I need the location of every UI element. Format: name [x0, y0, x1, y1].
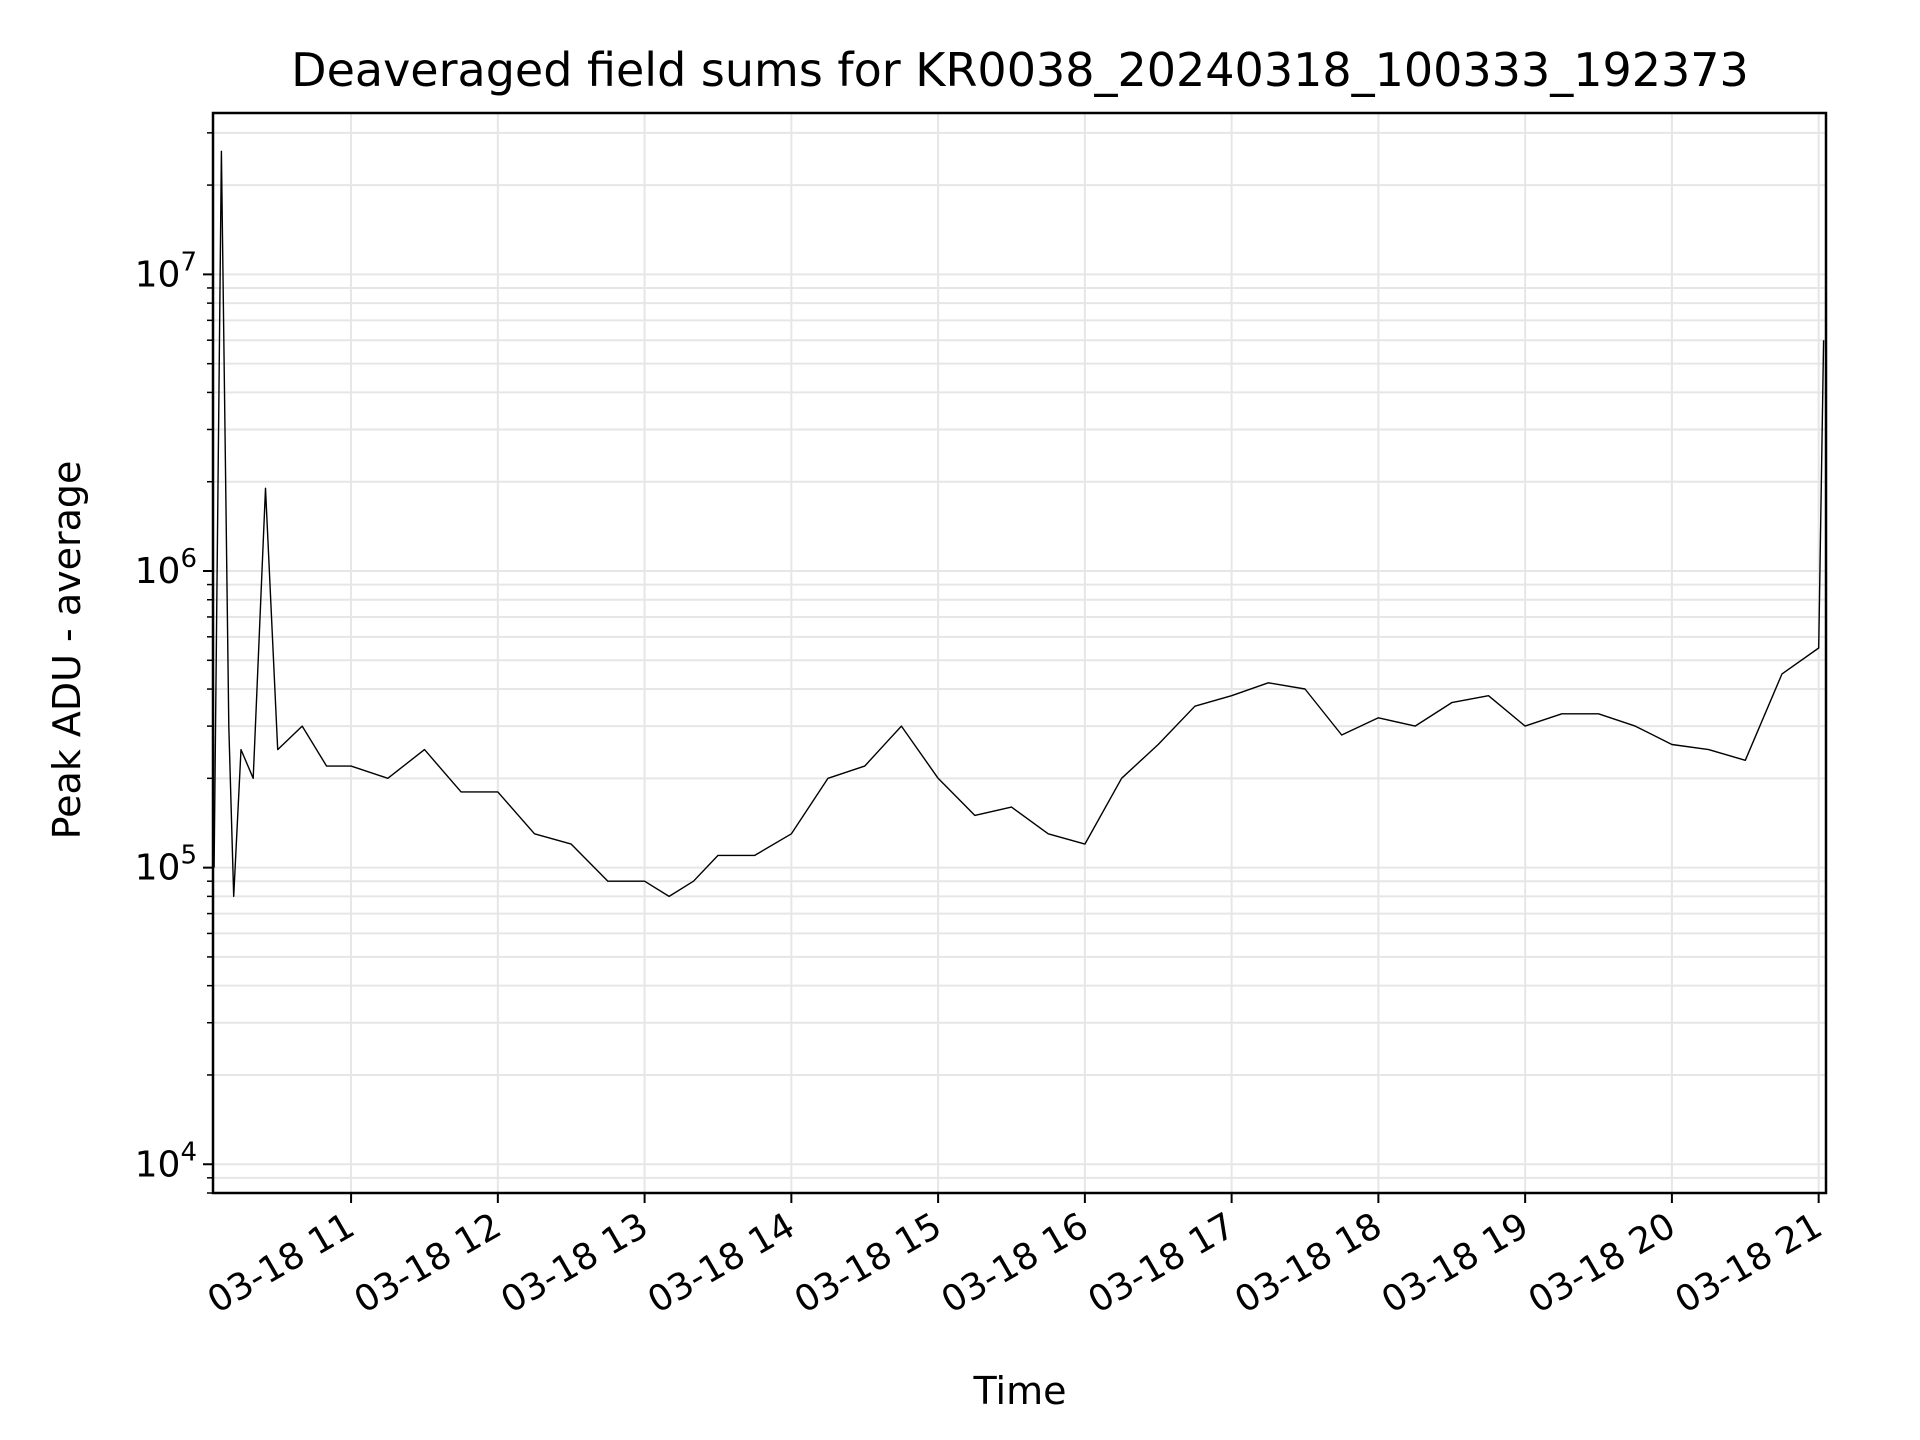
grid-layer	[213, 113, 1826, 1194]
series-line	[213, 150, 1825, 898]
plot-frame	[211, 111, 1828, 1195]
y-tick-label: 107	[135, 247, 197, 295]
chart-title: Deaveraged field sums for KR0038_2024031…	[291, 43, 1749, 97]
y-tick-label: 106	[135, 544, 197, 592]
x-axis-label: Time	[973, 1369, 1067, 1413]
line-layer	[213, 150, 1825, 898]
y-axis-label: Peak ADU - average	[45, 461, 89, 840]
y-tick-label: 104	[135, 1137, 197, 1185]
y-tick-label: 105	[135, 841, 197, 889]
